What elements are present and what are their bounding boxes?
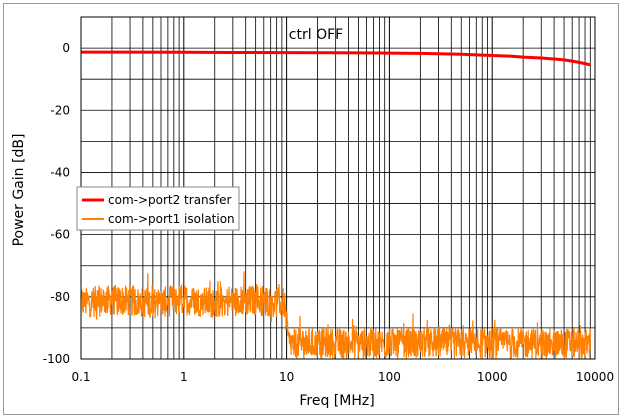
legend-label-transfer: com->port2 transfer	[108, 193, 232, 207]
x-tick-label: 10000	[576, 370, 614, 384]
y-tick-label: -100	[43, 352, 70, 366]
x-tick-labels: 0.1 1 10 100 1000 10000	[71, 370, 614, 384]
legend-label-isolation: com->port1 isolation	[108, 212, 235, 226]
x-tick-label: 10	[279, 370, 294, 384]
series-line-isolation	[80, 271, 591, 360]
annotation-label: ctrl OFF	[289, 27, 343, 43]
y-tick-label: -20	[50, 103, 70, 117]
x-axis-title: Freq [MHz]	[299, 393, 374, 409]
y-tick-label: -40	[50, 165, 70, 179]
series-layer	[80, 50, 591, 360]
y-tick-label: -60	[50, 228, 70, 242]
y-axis-title: Power Gain [dB]	[11, 134, 27, 247]
x-tick-label: 100	[378, 370, 401, 384]
y-tick-label: 0	[62, 41, 70, 55]
grid-major	[80, 17, 596, 360]
y-tick-labels: 0 -20 -40 -60 -80 -100	[43, 41, 70, 366]
x-tick-label: 1	[180, 370, 188, 384]
legend-box	[76, 186, 240, 231]
x-tick-label: 0.1	[71, 370, 90, 384]
legend: com->port2 transfer com->port1 isolation	[76, 186, 240, 231]
x-tick-label: 1000	[477, 370, 508, 384]
series-line-transfer	[81, 50, 591, 67]
y-tick-label: -80	[50, 290, 70, 304]
